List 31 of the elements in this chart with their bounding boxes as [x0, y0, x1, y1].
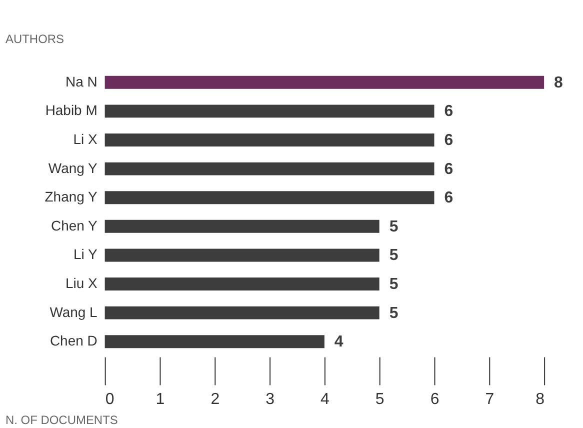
- y-tick-label: Li Y: [74, 246, 98, 262]
- y-tick-label: Wang Y: [48, 160, 98, 176]
- y-axis-title: AUTHORS: [5, 32, 64, 46]
- x-tick-label: 0: [105, 391, 114, 408]
- x-tick-label: 5: [375, 391, 384, 408]
- y-tick-label: Zhang Y: [44, 188, 98, 205]
- y-tick-label: Liu X: [65, 275, 98, 292]
- data-label: 6: [444, 190, 454, 207]
- data-label: 5: [389, 276, 398, 294]
- y-tick-label: Li X: [73, 130, 98, 147]
- data-label: 5: [389, 304, 398, 322]
- data-label: 6: [444, 103, 454, 120]
- x-tick-label: 4: [320, 391, 330, 408]
- y-tick-label: Wang L: [50, 304, 98, 320]
- y-tick-label: Chen Y: [50, 217, 98, 234]
- x-tick-label: 1: [156, 391, 165, 408]
- y-tick-label: Na N: [66, 73, 98, 90]
- y-tick-label: Habib M: [45, 102, 98, 118]
- x-tick-label: 6: [430, 391, 440, 408]
- data-label: 5: [389, 247, 398, 264]
- data-label: 6: [444, 132, 454, 149]
- x-tick-label: 8: [536, 391, 545, 408]
- data-label: 8: [554, 74, 564, 92]
- x-tick-label: 3: [266, 391, 275, 408]
- data-label: 5: [389, 218, 398, 236]
- x-tick-label: 7: [485, 391, 494, 408]
- data-label: 4: [334, 334, 344, 351]
- data-label: 6: [444, 160, 454, 178]
- y-tick-label: Chen D: [50, 332, 98, 349]
- x-axis-title: N. OF DOCUMENTS: [5, 413, 118, 428]
- x-tick-label: 2: [210, 391, 220, 408]
